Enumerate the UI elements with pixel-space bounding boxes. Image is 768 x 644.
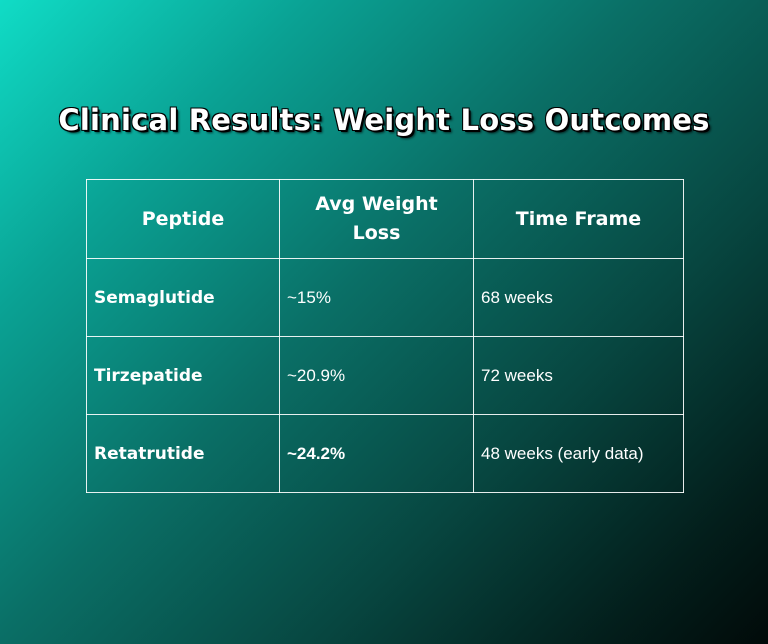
cell-peptide: Retatrutide: [86, 414, 280, 493]
table-row: Retatrutide ~24.2% 48 weeks (early data): [86, 414, 684, 493]
header-peptide: Peptide: [86, 179, 280, 259]
header-avg-weight-loss: Avg Weight Loss: [279, 179, 474, 259]
results-table: Peptide Avg Weight Loss Time Frame Semag…: [86, 179, 684, 493]
page-title: Clinical Results: Weight Loss Outcomes: [58, 103, 710, 138]
table-row: Tirzepatide ~20.9% 72 weeks: [86, 336, 684, 415]
cell-avg-weight-loss: ~20.9%: [279, 336, 474, 415]
cell-peptide: Semaglutide: [86, 258, 280, 337]
cell-avg-weight-loss: ~15%: [279, 258, 474, 337]
table-row: Semaglutide ~15% 68 weeks: [86, 258, 684, 337]
cell-time-frame: 48 weeks (early data): [473, 414, 684, 493]
table-header-row: Peptide Avg Weight Loss Time Frame: [86, 179, 684, 259]
cell-avg-weight-loss: ~24.2%: [279, 414, 474, 493]
cell-time-frame: 72 weeks: [473, 336, 684, 415]
cell-time-frame: 68 weeks: [473, 258, 684, 337]
cell-peptide: Tirzepatide: [86, 336, 280, 415]
header-time-frame: Time Frame: [473, 179, 684, 259]
